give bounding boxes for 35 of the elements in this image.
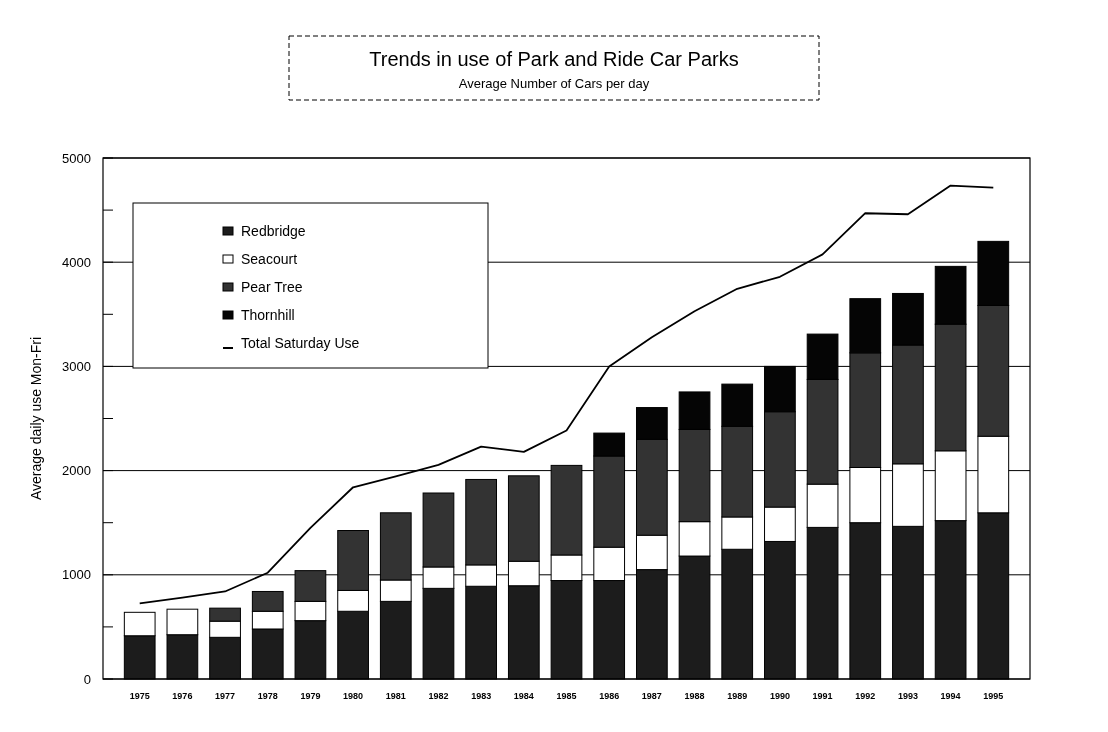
x-tick-label: 1981: [385, 691, 406, 701]
y-tick-label: 3000: [62, 358, 91, 374]
legend-label: Pear Tree: [241, 278, 303, 295]
x-tick-label: 1986: [599, 691, 620, 701]
y-axis-title: Average daily use Mon-Fri: [28, 336, 44, 501]
chart-subtitle: Average Number of Cars per day: [458, 76, 650, 91]
chart-title: Trends in use of Park and Ride Car Parks: [369, 48, 739, 70]
legend-label: Total Saturday Use: [241, 334, 360, 351]
x-tick-label: 1990: [769, 691, 790, 701]
x-tick-label: 1993: [897, 691, 918, 701]
x-tick-label: 1982: [428, 691, 449, 701]
legend-label: Thornhill: [241, 306, 295, 323]
x-tick-label: 1977: [215, 691, 236, 701]
x-tick-label: 1988: [684, 691, 705, 701]
x-tick-label: 1978: [257, 691, 278, 701]
y-tick-label: 0: [83, 671, 91, 687]
x-tick-label: 1987: [641, 691, 662, 701]
x-tick-label: 1984: [513, 691, 534, 701]
x-tick-label: 1975: [129, 691, 150, 701]
x-tick-label: 1979: [300, 691, 321, 701]
x-tick-label: 1995: [983, 691, 1004, 701]
x-tick-label: 1980: [343, 691, 364, 701]
x-tick-label: 1992: [855, 691, 876, 701]
x-tick-label: 1976: [172, 691, 193, 701]
y-tick-label: 5000: [62, 150, 91, 166]
y-tick-label: 4000: [62, 254, 91, 270]
legend-label: Seacourt: [241, 250, 298, 267]
legend-label: Redbridge: [241, 222, 306, 239]
y-tick-label: 1000: [62, 567, 91, 583]
x-tick-label: 1994: [940, 691, 961, 701]
x-tick-label: 1985: [556, 691, 577, 701]
x-tick-label: 1991: [812, 691, 833, 701]
y-tick-label: 2000: [62, 463, 91, 479]
x-tick-label: 1989: [727, 691, 748, 701]
x-tick-label: 1983: [471, 691, 492, 701]
